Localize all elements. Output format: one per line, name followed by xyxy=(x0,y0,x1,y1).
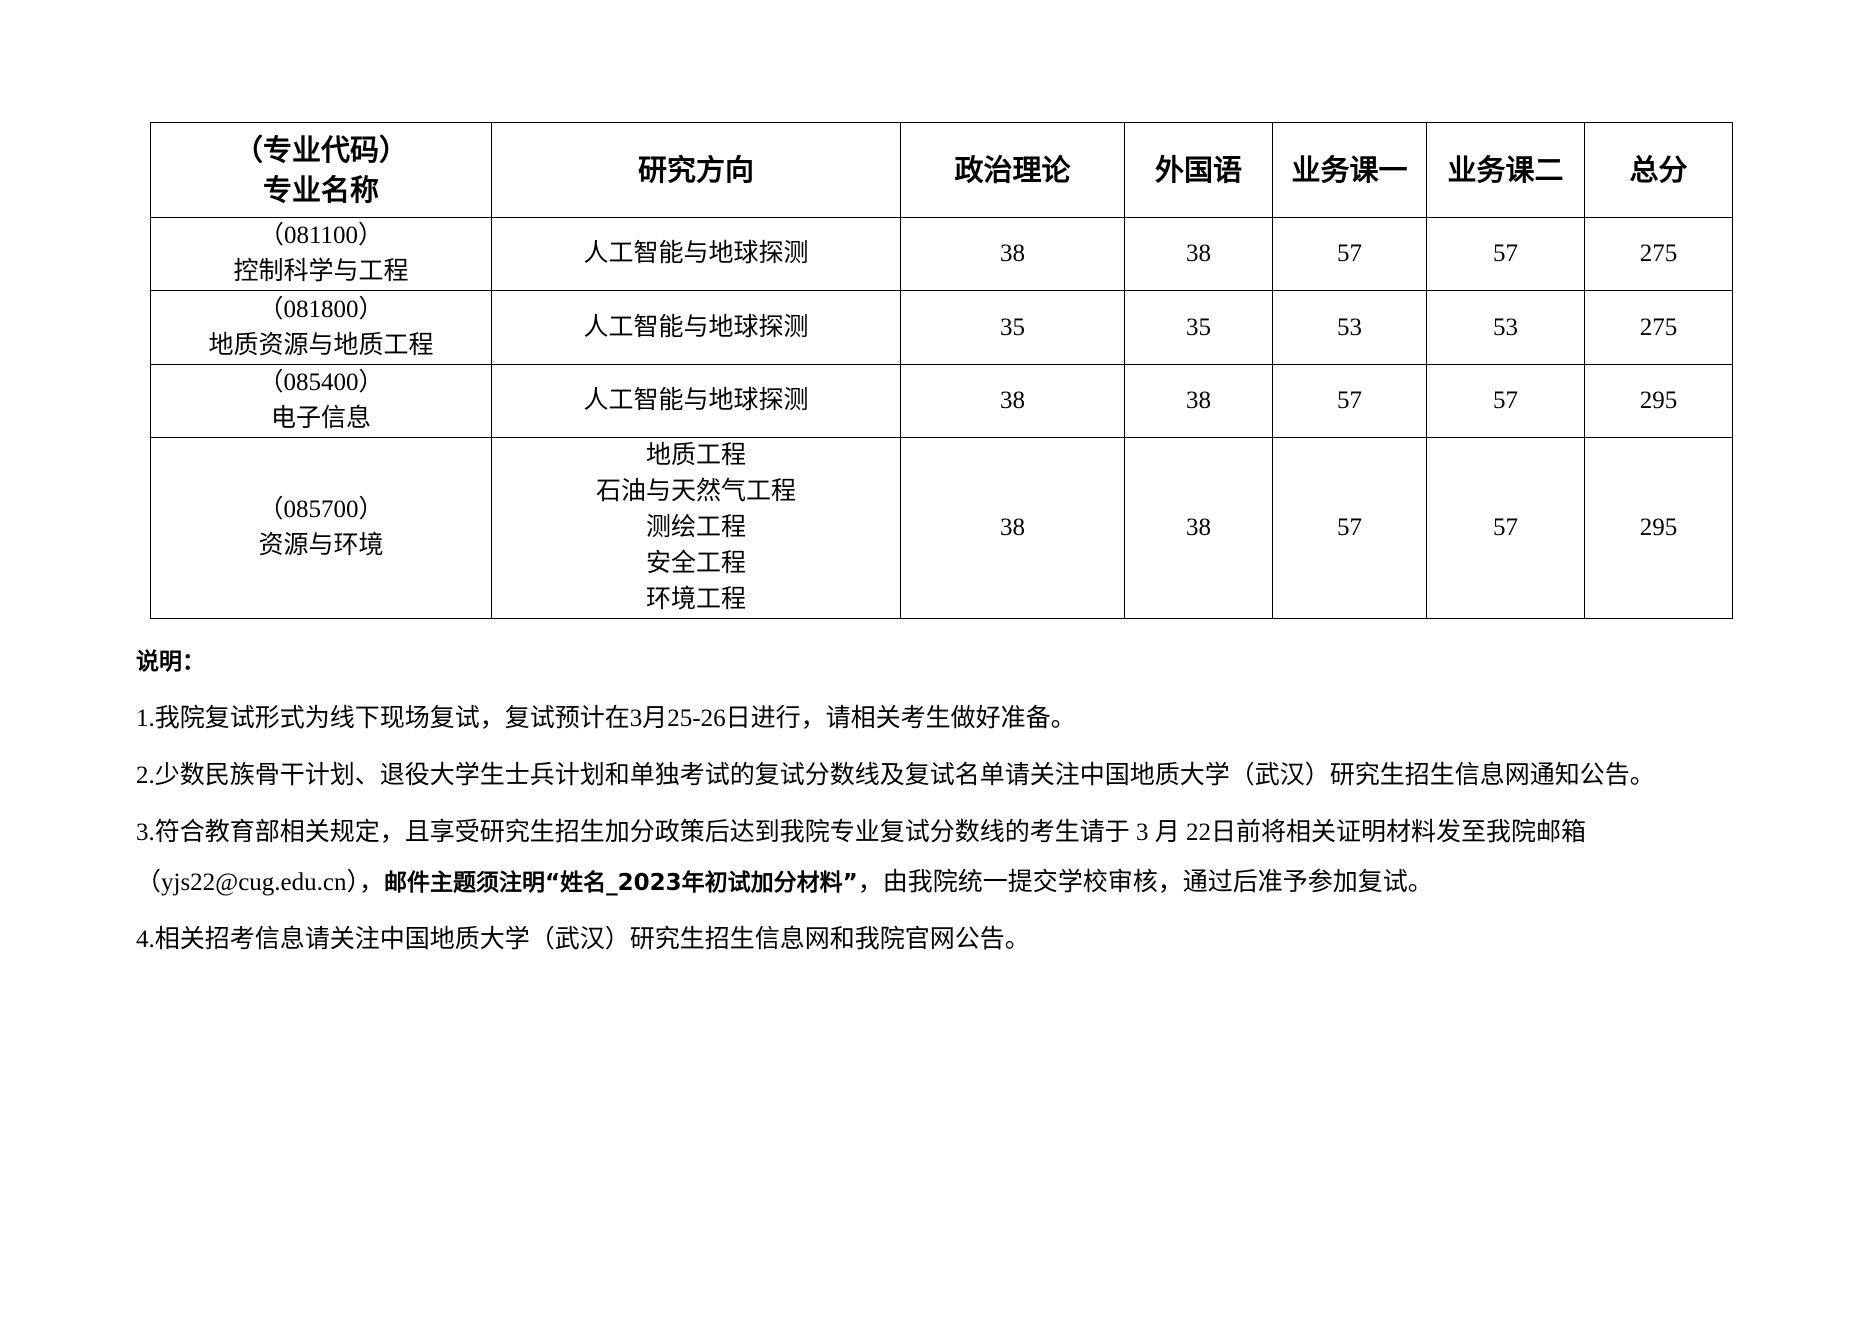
politics-score: 38 xyxy=(900,217,1125,291)
foreign-score: 38 xyxy=(1124,217,1273,291)
major-cell: （085400） 电子信息 xyxy=(150,364,492,438)
foreign-score: 38 xyxy=(1124,437,1273,619)
header-total: 总分 xyxy=(1584,122,1733,218)
foreign-score: 38 xyxy=(1124,364,1273,438)
header-major-name: 专业名称 xyxy=(262,173,379,207)
total-score: 295 xyxy=(1584,437,1733,619)
major-cell: （085700） 资源与环境 xyxy=(150,437,492,619)
header-foreign: 外国语 xyxy=(1124,122,1273,218)
note-3-tail: ，由我院统一提交学校审核，通过后准予参加复试。 xyxy=(857,869,1433,896)
politics-score: 35 xyxy=(900,290,1125,365)
foreign-score: 35 xyxy=(1124,290,1273,365)
major-cell: （081800） 地质资源与地质工程 xyxy=(150,290,492,365)
table-row: （085400） 电子信息 人工智能与地球探测 38 38 57 57 295 xyxy=(150,364,1733,438)
direction-cell: 人工智能与地球探测 xyxy=(491,290,901,365)
major-code: （081800） xyxy=(258,295,384,323)
major-code: （085400） xyxy=(258,369,384,396)
direction: 测绘工程 xyxy=(645,514,746,541)
course2-score: 57 xyxy=(1426,217,1585,291)
direction: 石油与天然气工程 xyxy=(595,478,796,505)
header-direction: 研究方向 xyxy=(491,122,901,218)
total-score: 275 xyxy=(1584,217,1733,291)
notes: 说明： 1.我院复试形式为线下现场复试，复试预计在3月25-26日进行，请相关考… xyxy=(136,644,1746,979)
header-politics: 政治理论 xyxy=(900,122,1125,218)
header-row: （专业代码） 专业名称 研究方向 政治理论 外国语 业务课一 业务课二 总分 xyxy=(150,122,1733,218)
note-4: 4.相关招考信息请关注中国地质大学（武汉）研究生招生信息网和我院官网公告。 xyxy=(136,926,1030,953)
email-subject-requirement: 邮件主题须注明“姓名_2023年初试加分材料” xyxy=(384,870,858,896)
major-code: （081100） xyxy=(258,222,384,249)
note-1: 1.我院复试形式为线下现场复试，复试预计在3月25-26日进行，请相关考生做好准… xyxy=(136,705,1076,732)
note-3-line1: 3.符合教育部相关规定，且享受研究生招生加分政策后达到我院专业复试分数线的考生请… xyxy=(136,819,1587,846)
note-3-line2: （yjs22@cug.edu.cn），邮件主题须注明“姓名_2023年初试加分材… xyxy=(136,865,1746,922)
major-code: （085700） xyxy=(258,496,384,523)
direction-cell: 人工智能与地球探测 xyxy=(491,217,901,291)
direction: 地质工程 xyxy=(645,442,746,469)
table-row: （085700） 资源与环境 地质工程 石油与天然气工程 测绘工程 安全工程 环境工程 38 3… xyxy=(150,437,1733,619)
course1-score: 53 xyxy=(1272,290,1427,365)
direction: 人工智能与地球探测 xyxy=(583,387,809,414)
header-course1: 业务课一 xyxy=(1272,122,1427,218)
email-text: （yjs22@cug.edu.cn）， xyxy=(136,869,384,896)
direction: 人工智能与地球探测 xyxy=(583,240,809,267)
course2-score: 57 xyxy=(1426,364,1585,438)
table-row: （081100） 控制科学与工程 人工智能与地球探测 38 38 57 57 275 xyxy=(150,217,1733,291)
course2-score: 57 xyxy=(1426,437,1585,619)
major-name: 资源与环境 xyxy=(258,532,384,559)
politics-score: 38 xyxy=(900,364,1125,438)
header-course2: 业务课二 xyxy=(1426,122,1585,218)
total-score: 275 xyxy=(1584,290,1733,365)
header-major-code: （专业代码） xyxy=(233,133,408,167)
note-2: 2.少数民族骨干计划、退役大学生士兵计划和单独考试的复试分数线及复试名单请关注中… xyxy=(136,762,1655,789)
major-cell: （081100） 控制科学与工程 xyxy=(150,217,492,291)
score-table: （专业代码） 专业名称 研究方向 政治理论 外国语 业务课一 业务课二 总分 （0… xyxy=(150,122,1733,619)
direction-cell: 地质工程石油与天然气工程 测绘工程安全工程环境工程 xyxy=(491,437,901,619)
politics-score: 38 xyxy=(900,437,1125,619)
course1-score: 57 xyxy=(1272,364,1427,438)
major-name: 控制科学与工程 xyxy=(233,258,409,285)
header-major: （专业代码） 专业名称 xyxy=(150,122,492,218)
course1-score: 57 xyxy=(1272,217,1427,291)
major-name: 电子信息 xyxy=(270,405,371,432)
total-score: 295 xyxy=(1584,364,1733,438)
direction-cell: 人工智能与地球探测 xyxy=(491,364,901,438)
course1-score: 57 xyxy=(1272,437,1427,619)
notes-title: 说明： xyxy=(136,649,205,675)
table-row: （081800） 地质资源与地质工程 人工智能与地球探测 35 35 53 53 275 xyxy=(150,290,1733,365)
course2-score: 53 xyxy=(1426,290,1585,365)
direction: 人工智能与地球探测 xyxy=(583,313,809,341)
major-name: 地质资源与地质工程 xyxy=(208,331,434,359)
direction: 环境工程 xyxy=(645,586,746,613)
direction: 安全工程 xyxy=(645,550,746,577)
